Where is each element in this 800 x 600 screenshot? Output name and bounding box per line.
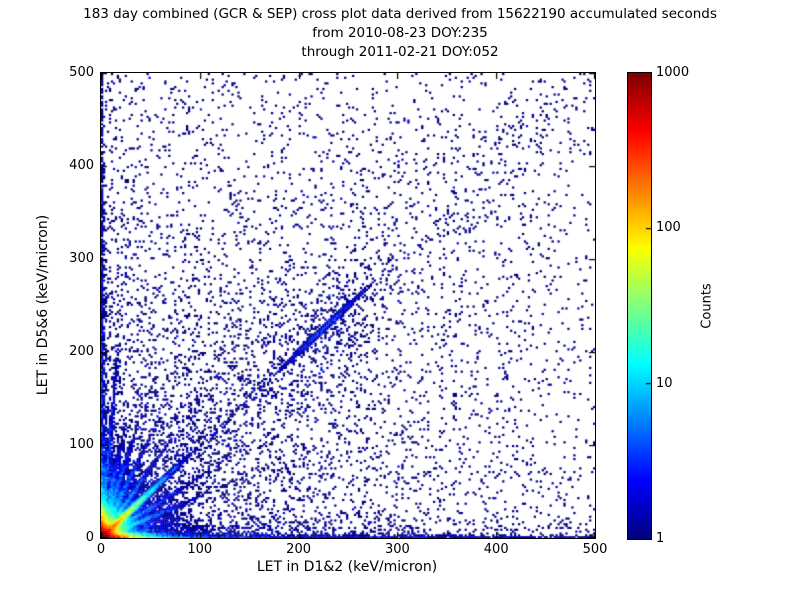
plot-title-line-1: 183 day combined (GCR & SEP) cross plot …: [83, 6, 717, 22]
x-tick-label: 200: [286, 542, 312, 557]
y-tick-label: 400: [69, 158, 94, 173]
colorbar-tick-label: 1: [656, 531, 665, 546]
scatter-heatmap-canvas: [101, 73, 595, 538]
colorbar: [627, 72, 652, 540]
x-tick-label: 500: [582, 542, 608, 557]
y-tick-label: 200: [69, 344, 94, 359]
plot-title: 183 day combined (GCR & SEP) cross plot …: [0, 5, 800, 62]
y-tick-label: 100: [69, 437, 94, 452]
x-tick-label: 400: [483, 542, 509, 557]
x-axis-label: LET in D1&2 (keV/micron): [256, 559, 438, 575]
colorbar-tick-label: 100: [656, 220, 681, 236]
x-tick-label: 300: [384, 542, 410, 557]
plot-title-line-2: from 2010-08-23 DOY:235: [312, 25, 488, 41]
y-tick-label: 300: [69, 251, 94, 266]
y-tick-label: 0: [85, 530, 94, 545]
plot-area: [100, 72, 596, 539]
colorbar-canvas: [628, 73, 651, 539]
x-tick-label: 100: [187, 542, 213, 557]
y-tick-label: 500: [69, 65, 94, 80]
colorbar-label: Counts: [699, 283, 715, 329]
x-tick-label: 0: [96, 542, 106, 557]
colorbar-tick-label: 10: [656, 375, 673, 391]
y-axis-label: LET in D5&6 (keV/micron): [35, 214, 51, 396]
colorbar-tick-label: 1000: [656, 65, 690, 80]
plot-title-line-3: through 2011-02-21 DOY:052: [301, 44, 499, 60]
